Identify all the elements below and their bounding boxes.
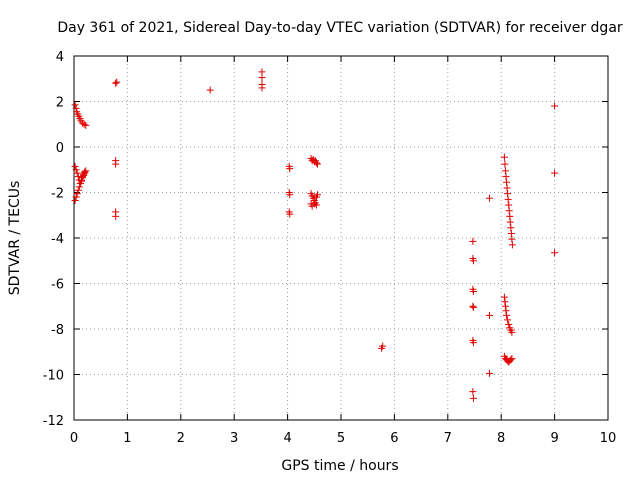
data-point [501, 298, 509, 306]
data-point [503, 311, 511, 319]
data-point [502, 173, 510, 181]
data-point [503, 178, 511, 186]
data-point [82, 121, 90, 129]
y-tick-label: -6 [51, 278, 64, 293]
data-point [258, 74, 266, 82]
x-tick-label: 10 [600, 431, 617, 446]
x-tick-label: 6 [390, 431, 398, 446]
data-point [505, 320, 513, 328]
y-tick-label: 2 [56, 96, 64, 111]
data-point [286, 191, 294, 199]
data-point [485, 194, 493, 202]
data-point [551, 169, 559, 177]
data-point [501, 167, 509, 175]
x-tick-label: 4 [283, 431, 291, 446]
data-point [74, 186, 82, 194]
data-point [507, 356, 515, 364]
y-tick-label: -10 [43, 369, 64, 384]
data-point [73, 169, 81, 177]
data-point [312, 201, 320, 209]
x-tick-labels: 0 1 2 3 4 5 6 7 8 9 10 [70, 431, 616, 446]
data-point [73, 190, 81, 198]
data-point [508, 328, 516, 336]
data-point [501, 160, 509, 168]
data-point [505, 201, 513, 209]
data-point [551, 249, 559, 257]
data-point [75, 183, 83, 191]
data-point [502, 307, 510, 315]
data-point [379, 342, 387, 350]
data-point [314, 191, 322, 199]
data-point [469, 287, 477, 295]
y-tick-label: -8 [51, 323, 64, 338]
y-tick-label: -4 [51, 232, 64, 247]
y-tick-labels: 4 2 0 -2 -4 -6 -8 -10 -12 [43, 50, 64, 429]
data-point [72, 166, 80, 174]
data-point [286, 210, 294, 218]
data-point [469, 257, 477, 265]
data-point [504, 190, 512, 198]
data-point [500, 293, 508, 301]
y-tick-label: -12 [43, 414, 64, 429]
x-tick-label: 3 [230, 431, 238, 446]
x-tick-label: 0 [70, 431, 78, 446]
data-point [485, 369, 493, 377]
data-point [501, 302, 509, 310]
data-point [507, 224, 515, 232]
data-point [112, 160, 120, 168]
data-point [72, 104, 80, 112]
axis-ticks [73, 55, 609, 421]
x-tick-label: 8 [497, 431, 505, 446]
x-tick-label: 7 [444, 431, 452, 446]
data-point [551, 102, 559, 110]
data-point [469, 394, 477, 402]
data-point [507, 229, 515, 237]
y-tick-label: -2 [51, 187, 64, 202]
data-point [508, 355, 516, 363]
data-point [508, 235, 516, 243]
data-point [504, 195, 512, 203]
data-point [206, 86, 214, 94]
grid-lines [74, 56, 608, 420]
x-tick-label: 1 [123, 431, 131, 446]
y-tick-label: 4 [56, 50, 64, 65]
data-point [112, 212, 120, 220]
data-point [71, 162, 79, 170]
data-point [80, 120, 88, 128]
data-point [506, 218, 514, 226]
chart-title: Day 361 of 2021, Sidereal Day-to-day VTE… [57, 20, 623, 36]
data-point [258, 84, 266, 92]
data-point [81, 168, 89, 176]
data-point [506, 212, 514, 220]
data-point [71, 196, 79, 204]
x-tick-label: 5 [337, 431, 345, 446]
data-point [77, 176, 85, 184]
y-tick-label: 0 [56, 141, 64, 156]
data-point [469, 303, 477, 311]
data-point [76, 179, 84, 187]
data-point [503, 184, 511, 192]
data-point [469, 339, 477, 347]
data-point [469, 302, 477, 310]
data-point [505, 207, 513, 215]
x-tick-label: 9 [550, 431, 558, 446]
data-point [113, 78, 121, 86]
data-point [286, 165, 294, 173]
data-point [72, 193, 80, 201]
data-point [314, 160, 322, 168]
data-point [312, 159, 320, 167]
data-point [469, 388, 477, 396]
data-point [504, 316, 512, 324]
data-point [112, 79, 120, 87]
data-point [469, 237, 477, 245]
data-points [71, 68, 559, 402]
data-point [485, 311, 493, 319]
x-tick-label: 2 [177, 431, 185, 446]
data-point [71, 101, 79, 109]
y-axis-label: SDTVAR / TECUs [7, 181, 23, 296]
x-axis-label: GPS time / hours [281, 458, 398, 474]
data-point [500, 153, 508, 161]
data-point [508, 241, 516, 249]
